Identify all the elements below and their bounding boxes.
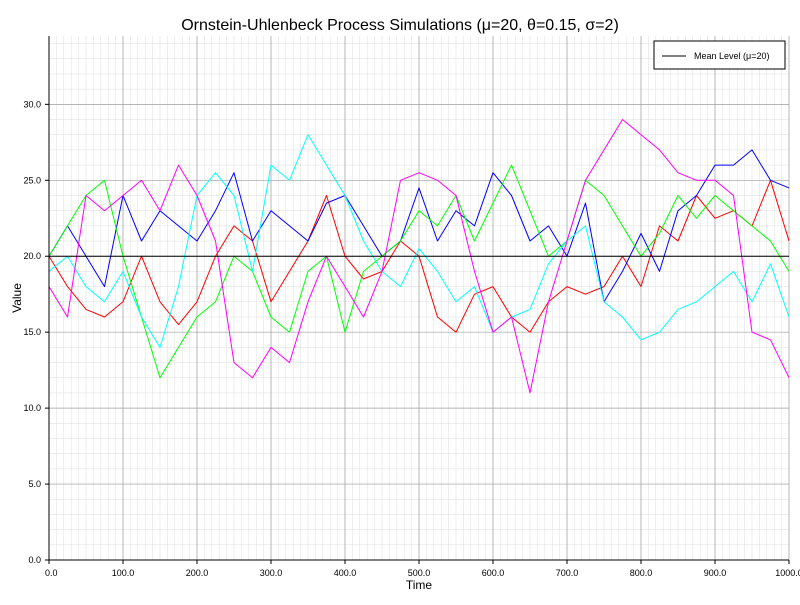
x-tick-label: 400.0 — [334, 568, 357, 578]
x-tick-label: 800.0 — [630, 568, 653, 578]
chart-title: Ornstein-Uhlenbeck Process Simulations (… — [181, 17, 619, 34]
x-tick-label: 500.0 — [408, 568, 431, 578]
y-tick-label: 5.0 — [28, 479, 41, 489]
series-line-4 — [48, 134, 790, 348]
y-tick-label: 25.0 — [23, 175, 41, 185]
series-line-2 — [48, 149, 790, 303]
y-tick-label: 0.0 — [28, 555, 41, 565]
x-tick-label: 900.0 — [704, 568, 727, 578]
x-tick-label: 300.0 — [260, 568, 283, 578]
y-axis-ticks: 0.0 5.0 10.0 15.0 20.0 25.0 30.0 — [23, 99, 49, 565]
y-tick-label: 15.0 — [23, 327, 41, 337]
x-tick-label: 0.0 — [45, 568, 58, 578]
y-tick-label: 20.0 — [23, 251, 41, 261]
legend: Mean Level (μ=20) — [653, 40, 786, 70]
x-tick-label: 600.0 — [482, 568, 505, 578]
y-tick-label: 10.0 — [23, 403, 41, 413]
x-axis-ticks: 0.0 100.0 200.0 300.0 400.0 500.0 600.0 700.0 80… — [45, 560, 800, 578]
series-line-3 — [48, 164, 790, 379]
legend-label-mean: Mean Level (μ=20) — [694, 51, 769, 61]
y-axis-label: Value — [10, 283, 24, 313]
x-tick-label: 200.0 — [186, 568, 209, 578]
x-tick-label: 700.0 — [556, 568, 579, 578]
x-tick-label: 1000.0 — [775, 568, 800, 578]
legend-box — [653, 40, 786, 70]
x-tick-label: 100.0 — [112, 568, 135, 578]
y-tick-label: 30.0 — [23, 99, 41, 109]
series-line-5 — [48, 119, 790, 394]
x-axis-label: Time — [406, 578, 433, 592]
